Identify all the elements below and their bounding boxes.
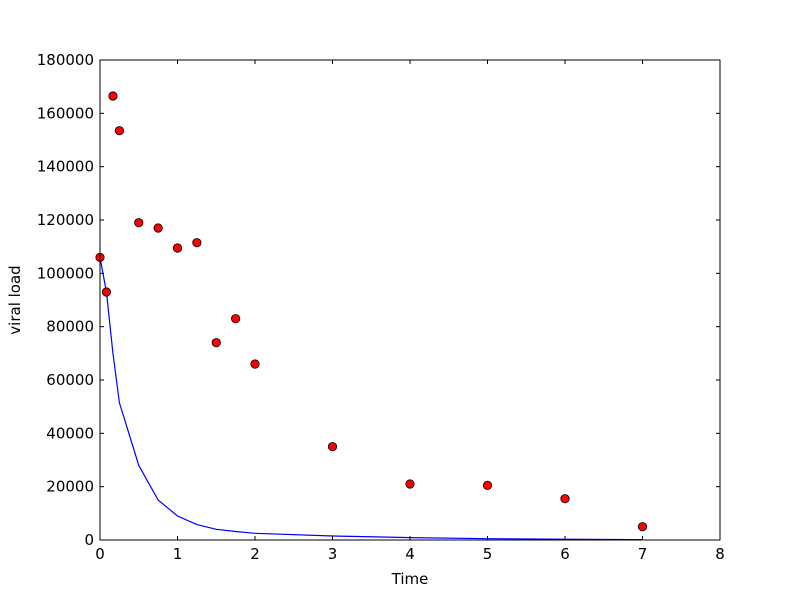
x-tick-label: 2 [250, 545, 260, 563]
model-line [99, 257, 643, 541]
data-point-11 [327, 442, 338, 452]
y-tick-label: 180000 [37, 51, 94, 69]
data-point-8 [211, 338, 221, 348]
x-axis-label: Time [391, 570, 429, 588]
data-point-7 [192, 238, 202, 248]
y-tick-label: 20000 [46, 478, 94, 496]
y-tick-label: 140000 [37, 158, 94, 176]
data-point-14 [560, 494, 570, 504]
y-tick-label: 40000 [46, 424, 94, 442]
data-point-15 [637, 522, 648, 532]
x-tick-label: 1 [173, 545, 183, 563]
y-tick-label: 60000 [46, 371, 94, 389]
x-tick-label: 7 [638, 545, 648, 563]
y-axis-label: viral load [6, 265, 24, 334]
data-point-4 [134, 218, 144, 228]
plot-content [95, 91, 648, 541]
y-tick-label: 160000 [37, 104, 94, 122]
data-point-3 [114, 126, 124, 136]
data-point-5 [153, 223, 163, 233]
data-point-6 [172, 243, 183, 253]
x-tick-label: 3 [328, 545, 338, 563]
x-tick-label: 8 [715, 545, 725, 563]
data-point-12 [405, 479, 415, 489]
axis-ticks: 0 1 2 3 4 5 6 7 8 0 20000 40000 60000 80000 100000 1200… [37, 51, 725, 563]
y-tick-label: 100000 [37, 264, 94, 282]
x-tick-label: 4 [405, 545, 415, 563]
data-point-1 [101, 287, 112, 297]
x-tick-label: 6 [560, 545, 570, 563]
x-tick-label: 0 [95, 545, 105, 563]
data-point-10 [250, 359, 260, 369]
data-point-13 [482, 480, 493, 490]
data-point-2 [108, 91, 118, 101]
data-point-9 [231, 314, 241, 324]
y-tick-label: 80000 [46, 318, 94, 336]
x-tick-label: 5 [483, 545, 493, 563]
y-tick-label: 120000 [37, 211, 94, 229]
y-tick-label: 0 [84, 531, 94, 549]
